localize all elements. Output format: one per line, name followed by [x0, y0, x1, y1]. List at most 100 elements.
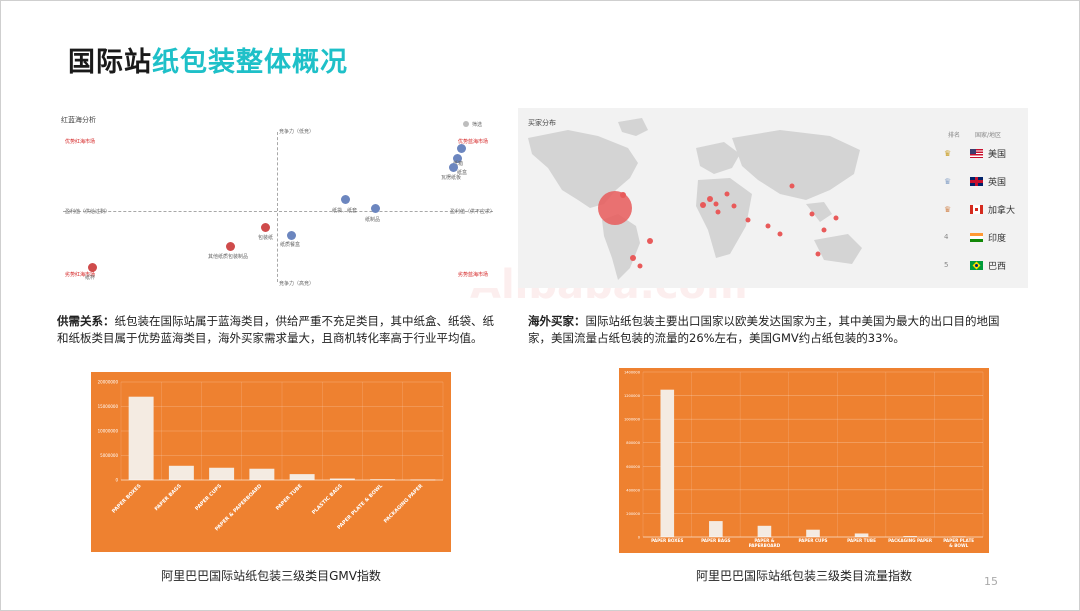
country-name: 印度 — [988, 233, 1007, 244]
crown-icon: ♛ — [944, 148, 952, 158]
traffic-chart-caption: 阿里巴巴国际站纸包装三级类目流量指数 — [695, 569, 912, 583]
red-blue-sea-panel: 红蓝海分析 竞争力（低竞） 竞争力（高竞） 盈利值（供给过剩） 盈利值（供不应求… — [55, 108, 500, 288]
bar — [249, 468, 275, 480]
point-dot — [88, 263, 97, 272]
point-dot — [457, 144, 466, 153]
country-name: 美国 — [988, 149, 1007, 160]
flag-canada-icon — [970, 204, 983, 214]
x-tick-label: & BOWL — [949, 543, 968, 548]
point-dot — [371, 204, 380, 213]
rank-header: 排名 — [948, 132, 961, 139]
axis-top-label: 竞争力（低竞） — [279, 129, 315, 135]
bar — [209, 467, 235, 480]
bar — [806, 529, 820, 537]
point-label: 纸袋、纸套 — [332, 208, 358, 214]
point-dot — [226, 242, 235, 251]
axis-right-label: 盈利值（供不应求） — [450, 209, 496, 215]
traffic-chart: 0 200000 400000 600000 800000 1000000 1200000 1… — [619, 368, 989, 553]
y-tick-label: 600000 — [626, 465, 640, 469]
flag-uk-icon — [970, 176, 983, 186]
overseas-buyers-text: 海外买家：国际站纸包装主要出口国家以欧美发达国家为主，其中美国为最大的出口目的地… — [528, 313, 1018, 347]
y-tick-label: 1200000 — [624, 394, 641, 398]
point-label: 纸制品 — [365, 217, 381, 223]
point-label: 纸杯 — [85, 275, 96, 281]
quadrant-bottom-right: 劣势蓝海市场 — [458, 272, 489, 278]
y-tick-label: 20000000 — [98, 380, 119, 385]
y-tick-label: 800000 — [626, 441, 640, 445]
page-number: 15 — [984, 575, 998, 588]
y-tick-label: 15000000 — [98, 404, 119, 409]
point-dot — [449, 163, 458, 172]
x-tick-label: PACKAGING PAPER — [888, 538, 933, 543]
quadrant-top-right: 优势蓝海市场 — [458, 139, 489, 145]
gmv-chart-caption: 阿里巴巴国际站纸包装三级类目GMV指数 — [161, 569, 381, 583]
x-tick-label: PAPERBOARD — [749, 543, 781, 548]
vertical-axis — [277, 132, 278, 282]
legend-dot — [463, 121, 469, 127]
rank-row: 5 巴西 — [944, 258, 1006, 272]
point-label: 其他纸质包装制品 — [208, 254, 249, 260]
point-label: 纸盒 — [457, 170, 468, 176]
rank-row: ♛ 加拿大 — [944, 202, 1015, 216]
bar — [757, 525, 772, 537]
country-name: 加拿大 — [988, 205, 1016, 216]
point-label: 包装纸 — [258, 235, 274, 241]
x-tick-label: PAPER BAGS — [154, 483, 183, 512]
bar — [128, 396, 154, 480]
quadrant-bottom-left: 劣势红海市场 — [65, 272, 96, 278]
buyers-body: 国际站纸包装主要出口国家以欧美发达国家为主，其中美国为最大的出口目的地国家，美国… — [528, 314, 1000, 345]
page-title: 国际站纸包装整体概况 — [68, 40, 348, 79]
point-dot — [261, 223, 270, 232]
y-tick-label: 0 — [638, 536, 641, 540]
bar — [370, 479, 396, 481]
axis-bottom-label: 竞争力（高竞） — [279, 281, 315, 287]
x-tick-label: PAPER TUBE — [275, 483, 304, 512]
quadrant-top-left: 优势红海市场 — [65, 139, 96, 145]
supply-label: 供需关系： — [57, 314, 115, 328]
rank-row: ♛ 英国 — [944, 174, 1006, 188]
x-tick-label: PAPER BOXES — [651, 538, 683, 543]
x-tick-label: PLASTIC BAGS — [311, 483, 344, 516]
crown-icon: ♛ — [944, 204, 952, 214]
flag-india-icon — [970, 232, 983, 242]
rank-number: 4 — [944, 233, 949, 241]
x-tick-label: PAPER CUPS — [798, 538, 827, 543]
point-label: 瓦楞纸板 — [441, 175, 462, 181]
y-tick-label: 0 — [115, 478, 118, 483]
flag-usa-icon — [970, 148, 983, 158]
x-tick-label: PAPER BOXES — [111, 483, 143, 515]
bar — [854, 533, 869, 537]
x-tick-label: PAPER PLATE — [943, 538, 974, 543]
rank-number: 5 — [944, 261, 949, 269]
x-tick-label: PAPER BAGS — [701, 538, 730, 543]
supply-body: 纸包装在国际站属于蓝海类目，供给严重不充足类目，其中纸盒、纸袋、纸和纸板类目属于… — [57, 314, 494, 345]
rank-row: 4 印度 — [944, 230, 1006, 244]
bar — [660, 389, 675, 537]
title-part-1: 国际站 — [68, 47, 152, 78]
x-tick-label: PACKAGING PAPER — [383, 483, 424, 524]
point-label: 纸箱 — [453, 161, 464, 167]
supply-demand-text: 供需关系：纸包装在国际站属于蓝海类目，供给严重不充足类目，其中纸盒、纸袋、纸和纸… — [57, 313, 497, 347]
y-tick-label: 400000 — [626, 488, 640, 492]
point-dot — [341, 195, 350, 204]
x-tick-label: PAPER PLATE & BOWL — [336, 483, 384, 531]
x-tick-label: PAPER CUPS — [194, 483, 223, 512]
y-tick-label: 1000000 — [624, 418, 641, 422]
title-part-2: 纸包装整体概况 — [152, 47, 348, 78]
bar — [168, 465, 194, 480]
x-tick-label: PAPER & — [754, 538, 775, 543]
crown-icon: ♛ — [944, 176, 952, 186]
horizontal-axis — [63, 211, 493, 212]
y-tick-label: 200000 — [626, 512, 640, 516]
x-tick-label: PAPER & PAPERBOARD — [214, 483, 263, 532]
x-tick-label: PAPER TUBE — [847, 538, 876, 543]
gmv-chart-svg: 0 5000000 10000000 15000000 20000000 PAPER BO… — [98, 380, 444, 532]
country-header: 国家/地区 — [975, 132, 1002, 139]
point-dot — [453, 154, 462, 163]
gmv-chart: 0 5000000 10000000 15000000 20000000 PAPER BO… — [91, 372, 451, 552]
country-name: 英国 — [988, 177, 1007, 188]
rank-row: ♛ 美国 — [944, 146, 1006, 160]
bar — [709, 521, 723, 537]
buyer-map-panel: 买家分布 排名 国家/地区 ♛ 美国 ♛ — [518, 108, 1028, 288]
axis-left-label: 盈利值（供给过剩） — [65, 209, 111, 215]
